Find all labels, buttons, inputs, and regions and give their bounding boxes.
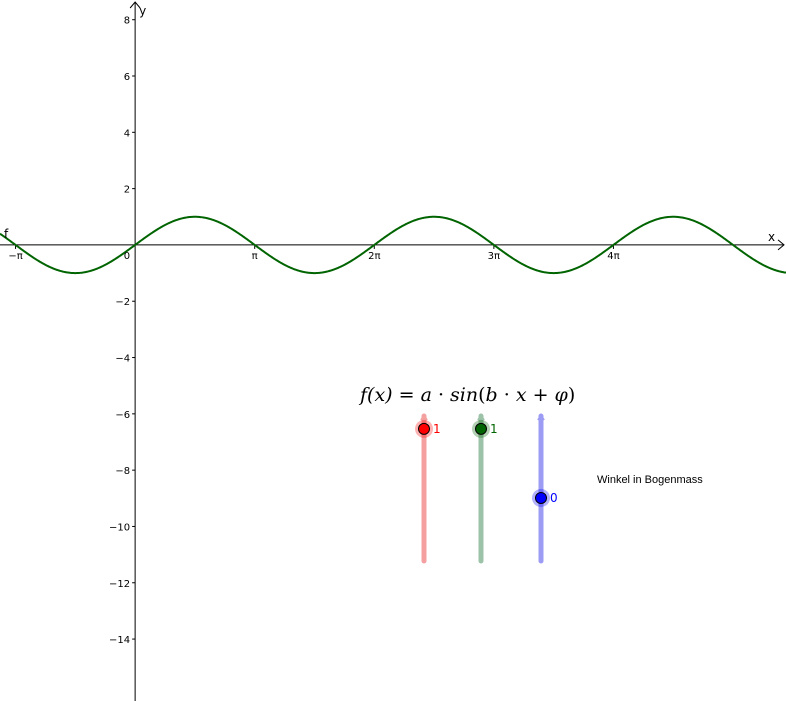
formula-lhs: f(x): [360, 384, 393, 406]
slider-b-handle[interactable]: [475, 422, 487, 435]
y-axis-arrow: [129, 1, 141, 9]
y-tick-label: −8: [115, 466, 130, 477]
formula-x: x: [515, 384, 527, 406]
y-tick-label: −14: [109, 635, 130, 646]
formula-sin: sin: [450, 384, 479, 406]
y-tick-label: 2: [124, 185, 130, 196]
x-tick-label: 4π: [607, 251, 619, 262]
formula-a: a: [420, 384, 432, 406]
x-axis-arrow: [777, 239, 785, 251]
formula-close-paren: ): [567, 384, 576, 406]
slider-phi-arrow: [537, 414, 545, 421]
y-tick-label: −12: [109, 579, 130, 590]
formula-equals: =: [392, 384, 421, 406]
sliders: 1 1 0: [415, 413, 558, 564]
formula-phi: φ: [554, 384, 568, 406]
slider-a-handle[interactable]: [418, 422, 430, 435]
slider-a-value: 1: [433, 422, 441, 436]
x-tick-label: −π: [8, 251, 22, 262]
x-tick-label: 2π: [368, 251, 380, 262]
ticks: −π π 2π 3π 4π 8 6 4 2 −2 −4 −6 −8 −10 −12 −14: [8, 16, 619, 646]
x-axis-label: x: [768, 230, 775, 244]
x-tick-label: 3π: [488, 251, 500, 262]
formula-dot-1: ·: [431, 384, 451, 406]
y-tick-label: 6: [124, 72, 130, 83]
formula-b: b: [485, 384, 498, 406]
slider-phi-handle[interactable]: [535, 491, 547, 504]
x-tick-label: π: [252, 251, 258, 262]
y-tick-label: −10: [109, 522, 130, 533]
y-tick-label: 8: [124, 16, 130, 27]
formula-open-paren: (: [478, 384, 486, 406]
formula-dot-2: ·: [497, 384, 516, 406]
y-tick-label: −6: [115, 410, 130, 421]
function-label: f: [4, 227, 9, 241]
y-tick-label: −4: [115, 354, 130, 365]
slider-b-arrow: [477, 414, 485, 421]
note-text: Winkel in Bogenmass: [597, 474, 703, 486]
y-tick-label: −2: [115, 297, 130, 308]
formula: f(x) = a · sin(b · x + φ): [360, 384, 575, 406]
y-tick-label: 4: [124, 128, 130, 139]
function-curve[interactable]: [0, 215, 786, 275]
slider-phi-value: 0: [550, 491, 558, 505]
slider-b-value: 1: [490, 422, 498, 436]
y-axis-label: y: [139, 4, 146, 18]
formula-plus: +: [526, 384, 555, 406]
origin-label: 0: [124, 251, 130, 262]
slider-a-arrow: [420, 414, 428, 421]
